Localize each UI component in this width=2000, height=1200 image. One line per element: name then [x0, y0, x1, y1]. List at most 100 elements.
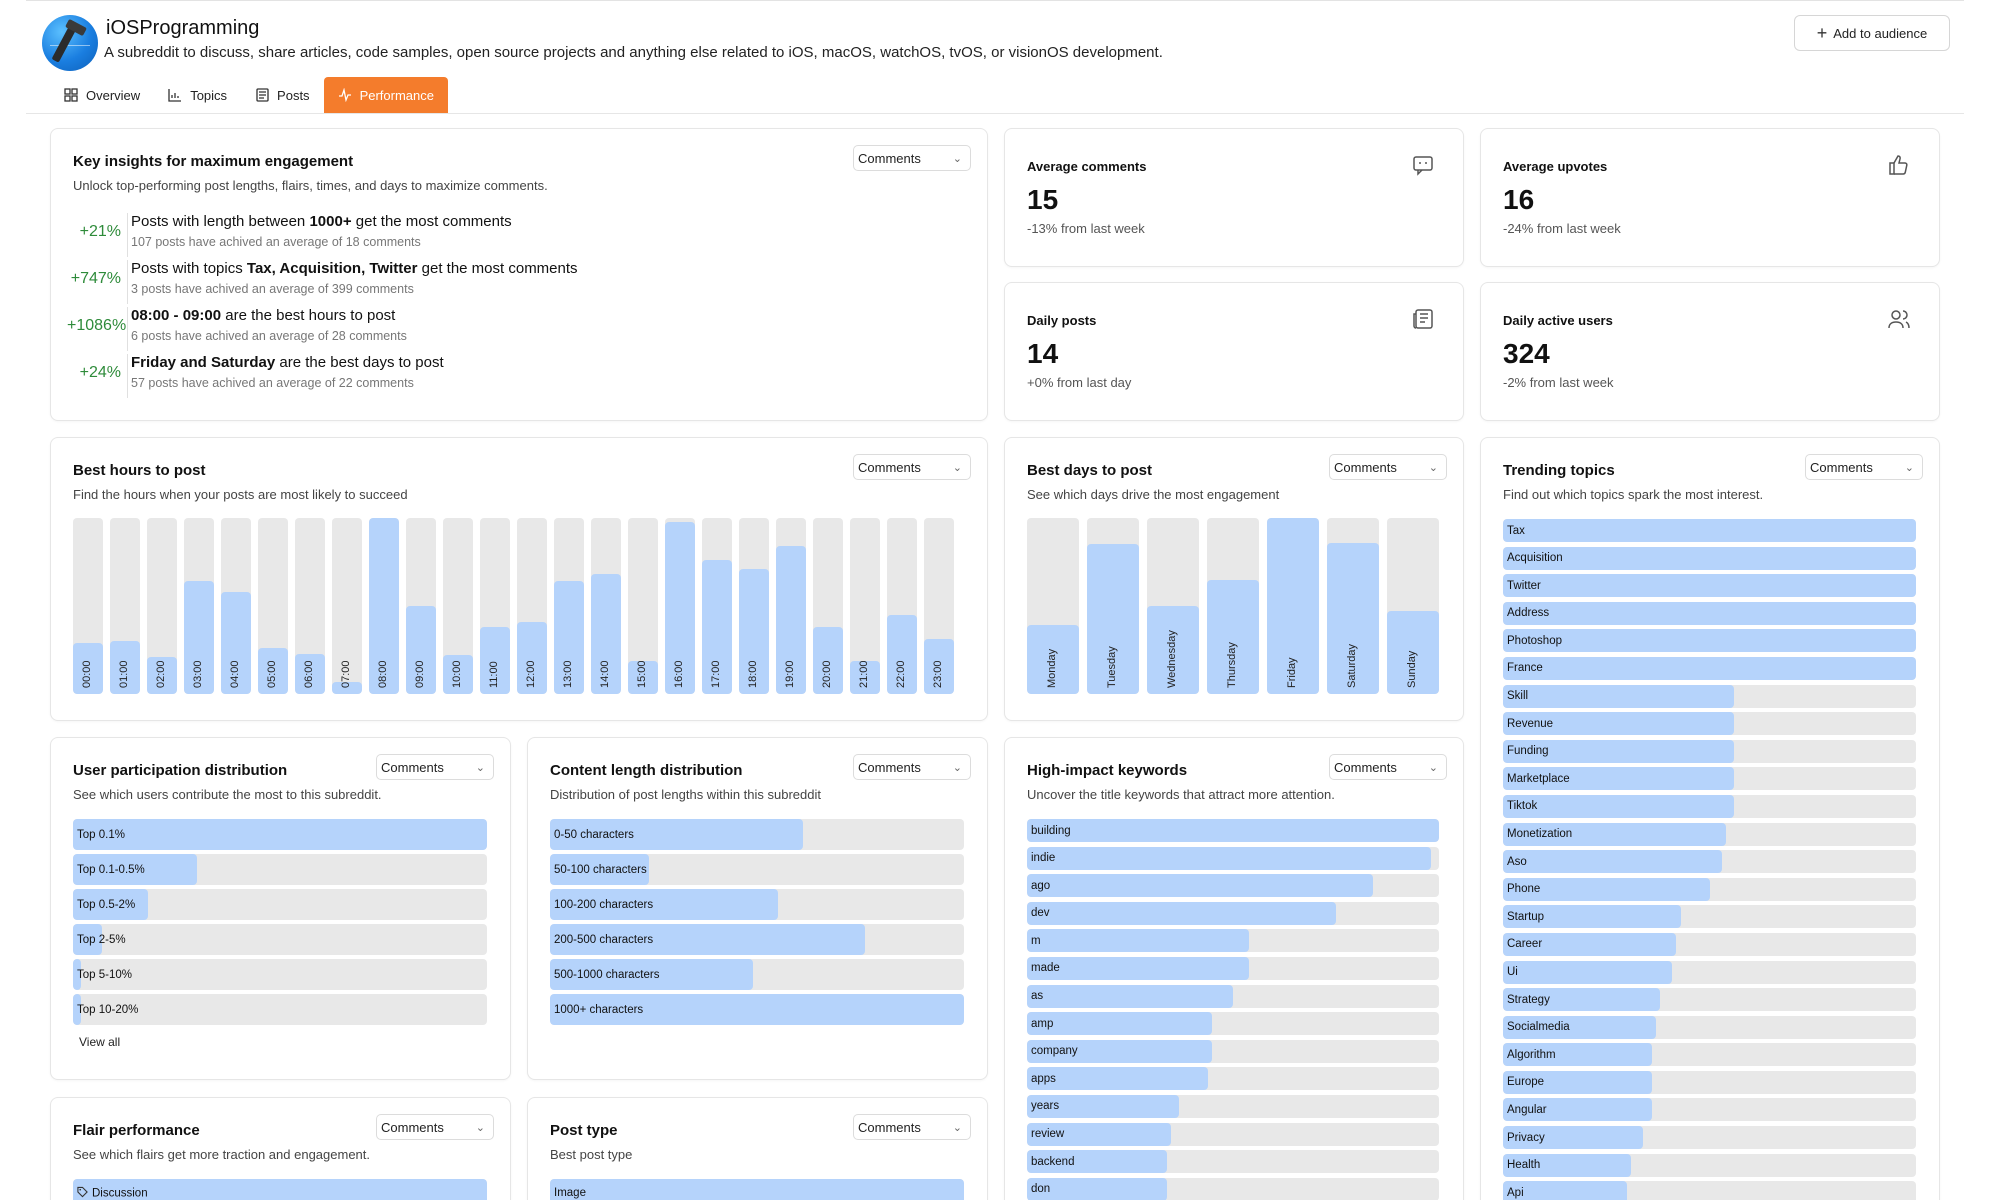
card-subtitle: Uncover the title keywords that attract …	[1027, 787, 1335, 802]
stat-card-daily-active-users: Daily active users 324 -2% from last wee…	[1480, 282, 1940, 421]
bar-label: Top 5-10%	[77, 968, 132, 981]
bar-fill	[550, 819, 803, 850]
tab-topics[interactable]: Topics	[154, 77, 241, 113]
insight-text: 08:00 - 09:00 are the best hours to post	[131, 307, 396, 324]
tab-performance[interactable]: Performance	[323, 77, 448, 113]
chart-bar-label: 08:00	[377, 660, 389, 688]
chart-bar: 22:00	[887, 518, 917, 694]
bar-fill	[1503, 794, 1735, 818]
stat-card-average-comments: Average comments 15 -13% from last week	[1004, 128, 1464, 267]
bar-label: Skill	[1507, 690, 1529, 703]
bar-fill	[1503, 1181, 1627, 1200]
bar-label: 200-500 characters	[554, 933, 654, 946]
insight-meta: 3 posts have achived an average of 399 c…	[131, 282, 414, 296]
chart-bar-fill	[147, 657, 177, 694]
chart-bar-label: 12:00	[525, 660, 537, 688]
bar-row: Twitter	[1503, 574, 1916, 598]
card-subtitle: Best post type	[550, 1147, 633, 1162]
chart-bar-fill	[295, 653, 325, 694]
thumbs-up-icon	[1889, 155, 1908, 175]
bar-row: backend	[1027, 1150, 1439, 1174]
card-title: Flair performance	[73, 1122, 200, 1139]
bar-row: Startup	[1503, 905, 1916, 929]
chart-bar: 16:00	[665, 518, 695, 694]
chart-bar-label: Wednesday	[1166, 630, 1178, 688]
bar-fill	[1503, 1070, 1652, 1094]
bar-fill	[1503, 629, 1916, 653]
chart-bar-label: 03:00	[192, 660, 204, 688]
chevron-down-icon: ⌄	[952, 461, 962, 474]
bar-label: Funding	[1507, 745, 1549, 758]
chevron-down-icon: ⌄	[1428, 461, 1438, 474]
post-type-card: Post type Best post type Comments ⌄ Image	[527, 1097, 988, 1200]
metric-dropdown[interactable]: Comments ⌄	[853, 754, 971, 780]
stat-value: 324	[1503, 338, 1550, 369]
chart-bar: 13:00	[554, 518, 584, 694]
insight-item: +747% Posts with topics Tax, Acquisition…	[67, 260, 947, 304]
stat-card-daily-posts: Daily posts 14 +0% from last day	[1004, 282, 1464, 421]
trending-topics-card: Trending topics Find out which topics sp…	[1480, 437, 1940, 1200]
bar-row: 500-1000 characters	[550, 959, 964, 990]
bar-label: Tax	[1507, 524, 1525, 537]
bar-row: Phone	[1503, 877, 1916, 901]
bar-row: Privacy	[1503, 1126, 1916, 1150]
bar-fill	[1027, 1094, 1180, 1118]
chart-bar: 19:00	[776, 518, 806, 694]
insight-percent: +21%	[79, 223, 121, 240]
bar-fill	[1027, 956, 1250, 980]
chart-bar: 10:00	[443, 518, 473, 694]
metric-dropdown[interactable]: Comments ⌄	[1329, 754, 1447, 780]
bar-fill	[550, 924, 865, 955]
card-title: Content length distribution	[550, 762, 743, 779]
metric-dropdown[interactable]: Comments ⌄	[853, 1114, 971, 1140]
chart-bar: Friday	[1267, 518, 1319, 694]
bar-row: apps	[1027, 1067, 1439, 1091]
bar-fill	[73, 854, 198, 885]
add-to-audience-button[interactable]: + Add to audience	[1794, 15, 1950, 51]
chart-bar-fill	[628, 660, 658, 694]
best-days-chart: Monday Tuesday Wednesday Thursday Friday Satu…	[1027, 518, 1439, 694]
flair-list: Discussion	[73, 1179, 487, 1200]
grid-icon	[64, 88, 78, 102]
metric-dropdown[interactable]: Comments ⌄	[376, 754, 494, 780]
bar-label: Phone	[1507, 883, 1541, 896]
metric-dropdown[interactable]: Comments ⌄	[853, 454, 971, 480]
insight-percent: +747%	[70, 270, 121, 287]
chart-bar: 20:00	[813, 518, 843, 694]
metric-dropdown[interactable]: Comments ⌄	[1805, 454, 1923, 480]
bar-fill	[1503, 546, 1916, 570]
post-type-list: Image	[550, 1179, 964, 1200]
tab-overview[interactable]: Overview	[50, 77, 154, 113]
metric-dropdown[interactable]: Comments ⌄	[1329, 454, 1447, 480]
chart-bar: 00:00	[73, 518, 103, 694]
card-subtitle: See which flairs get more traction and e…	[73, 1147, 371, 1162]
chart-bar-label: 13:00	[562, 660, 574, 688]
bar-label: Address	[1507, 607, 1550, 620]
view-all-link[interactable]: View all	[79, 1035, 121, 1049]
newspaper-icon	[1413, 309, 1433, 329]
chart-bar-label: 02:00	[155, 660, 167, 688]
bar-row: Ui	[1503, 960, 1916, 984]
metric-dropdown[interactable]: Comments ⌄	[853, 145, 971, 171]
bar-label: Top 0.1%	[77, 828, 125, 841]
content-length-card: Content length distribution Distribution…	[527, 737, 988, 1080]
chart-bar-fill	[554, 581, 584, 694]
bar-row: don	[1027, 1177, 1439, 1200]
bar-row: 200-500 characters	[550, 924, 964, 955]
bar-fill	[73, 1179, 487, 1200]
chart-bar: 04:00	[221, 518, 251, 694]
card-title: High-impact keywords	[1027, 762, 1188, 779]
chart-bar-label: 10:00	[451, 660, 463, 688]
metric-dropdown[interactable]: Comments ⌄	[376, 1114, 494, 1140]
chart-bar-fill	[739, 569, 769, 694]
bar-fill	[1503, 684, 1735, 708]
bar-label: as	[1031, 990, 1044, 1003]
bar-label: Image	[554, 1187, 586, 1199]
chevron-down-icon: ⌄	[1428, 761, 1438, 774]
bar-fill	[1027, 984, 1233, 1008]
participation-list: Top 0.1% Top 0.1-0.5% Top 0.5-2% Top 2-5% To…	[73, 819, 487, 1025]
bar-label: review	[1031, 1128, 1065, 1141]
tab-bar: Overview Topics Posts Performance	[50, 77, 448, 113]
tab-posts[interactable]: Posts	[241, 77, 324, 113]
bar-label: 50-100 characters	[554, 863, 647, 876]
